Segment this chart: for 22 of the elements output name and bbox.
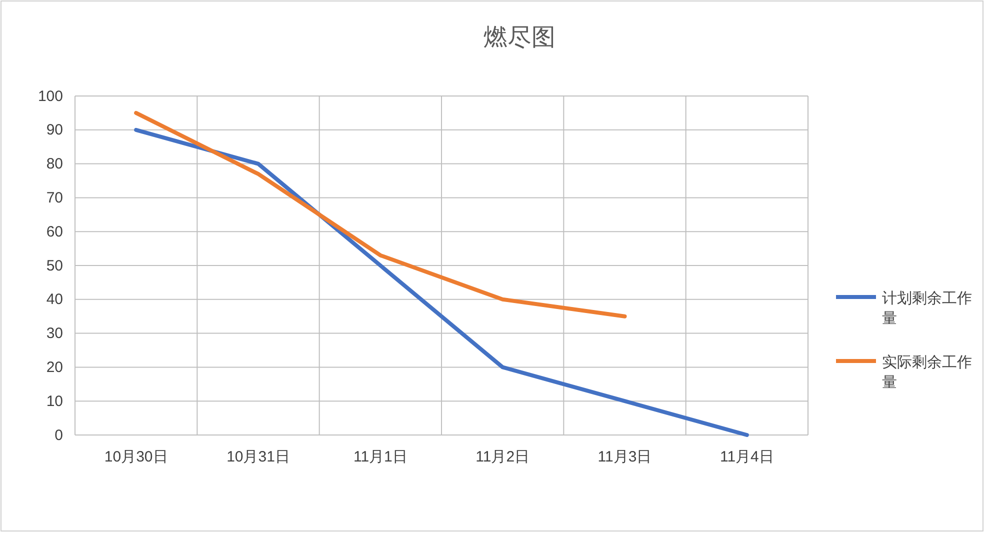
line-series — [134, 128, 749, 437]
y-tick-label: 10 — [46, 392, 63, 410]
legend-label: 计划剩余工作量 — [882, 289, 972, 327]
y-tick-label: 20 — [46, 359, 63, 376]
line-series — [134, 110, 627, 318]
y-tick-label: 100 — [38, 88, 63, 105]
y-tick-label: 90 — [46, 122, 63, 139]
x-tick-label: 11月2日 — [476, 448, 530, 466]
x-tick-label: 11月1日 — [353, 448, 408, 466]
x-tick-label: 10月31日 — [226, 448, 290, 466]
y-tick-label: 0 — [54, 426, 63, 444]
chart-title: 燃尽图 — [484, 23, 556, 51]
legend-label: 实际剩余工作量 — [882, 353, 972, 391]
x-tick-label: 10月30日 — [104, 448, 168, 466]
y-tick-label: 60 — [46, 223, 63, 240]
x-tick-label: 11月3日 — [598, 448, 652, 466]
x-tick-label: 11月4日 — [720, 448, 774, 466]
y-tick-label: 30 — [46, 325, 63, 342]
y-tick-label: 40 — [46, 291, 63, 308]
y-tick-label: 80 — [46, 156, 63, 173]
y-tick-label: 50 — [46, 257, 63, 274]
y-tick-label: 70 — [46, 190, 63, 206]
